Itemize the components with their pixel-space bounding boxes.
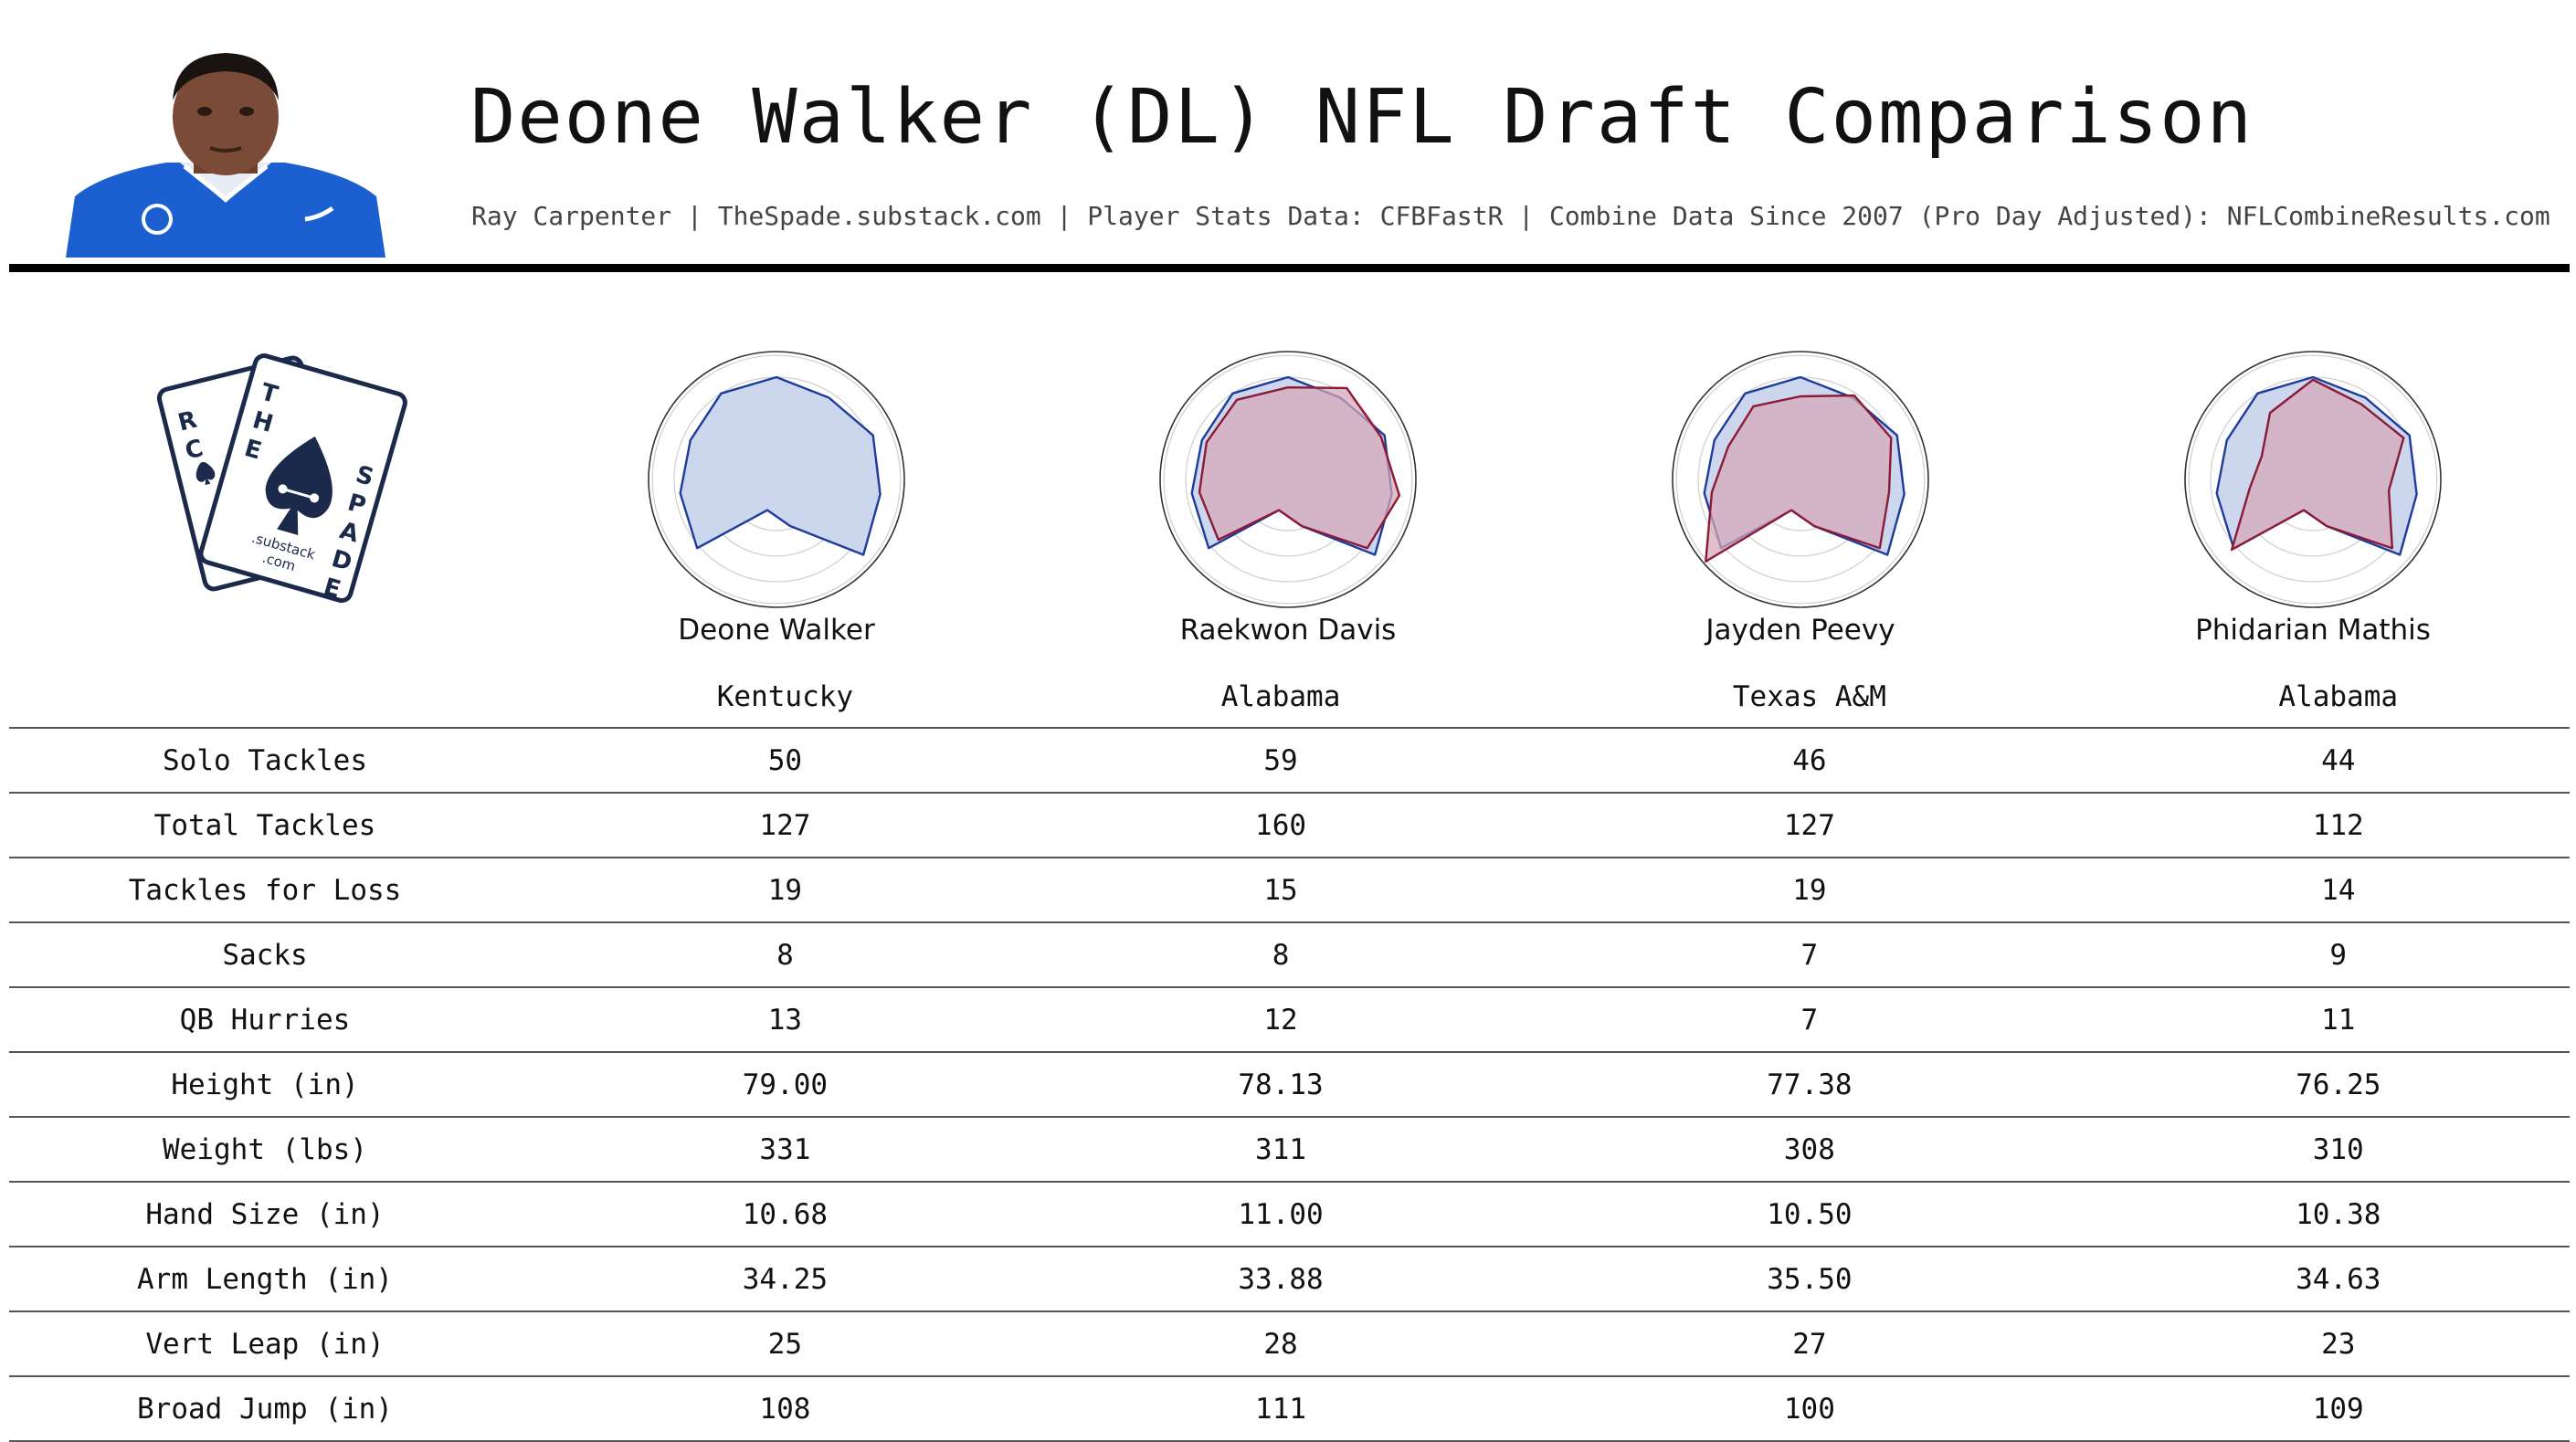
radar-series-comparison [1705,394,1893,563]
stat-value: 25 [521,1311,1050,1377]
stat-value: 11.00 [1049,1182,1513,1247]
page-subtitle: Ray Carpenter | TheSpade.substack.com | … [471,201,2550,231]
stat-value: 331 [521,1117,1050,1183]
stat-value: 310 [2106,1117,2570,1183]
the-spade-logo: R C T H E S P A D E .substack .com [156,353,407,604]
stat-label: Hand Size (in) [9,1182,521,1247]
stat-value: 33.88 [1049,1247,1513,1312]
stat-value: 127 [1512,793,2107,858]
table-row: QB Hurries 13 12 7 11 [9,987,2570,1053]
stat-value: 308 [1512,1117,2107,1183]
stat-value: 7 [1512,922,2107,988]
stat-value: 11 [2106,987,2570,1053]
stat-value: 109 [2106,1376,2570,1442]
table-row: Sacks 8 8 7 9 [9,922,2570,988]
stat-value: 59 [1049,728,1513,794]
large-spade-icon [265,436,333,535]
stat-label: Solo Tackles [9,728,521,794]
radar-chart-player-1 [648,351,905,608]
stat-value: 35.50 [1512,1247,2107,1312]
stat-value: 28 [1049,1311,1513,1377]
table-row: Total Tackles 127 160 127 112 [9,793,2570,858]
radar-chart-player-4 [2184,351,2442,608]
stat-label: Height (in) [9,1052,521,1118]
stat-value: 112 [2106,793,2570,858]
school-cell: Alabama [1049,667,1513,729]
stat-label: Arm Length (in) [9,1247,521,1312]
page-title: Deone Walker (DL) NFL Draft Comparison [470,74,2254,161]
player-name-2: Raekwon Davis [1179,614,1397,647]
stat-value: 108 [521,1376,1050,1442]
stat-label: Vert Leap (in) [9,1311,521,1377]
small-spade-icon [195,461,216,486]
stat-value: 100 [1512,1376,2107,1442]
school-row: Kentucky Alabama Texas A&M Alabama [9,667,2570,729]
stat-value: 50 [521,728,1050,794]
radar-grid-ring [1163,354,1413,605]
stat-value: 14 [2106,858,2570,923]
stat-value: 23 [2106,1311,2570,1377]
stat-label: Sacks [9,922,521,988]
stat-value: 46 [1512,728,2107,794]
stat-value: 111 [1049,1376,1513,1442]
stat-value: 10.68 [521,1182,1050,1247]
player-name-1: Deone Walker [678,614,875,647]
stat-label: Tackles for Loss [9,858,521,923]
stat-value: 78.13 [1049,1052,1513,1118]
table-row: Tackles for Loss 19 15 19 14 [9,858,2570,923]
radar-chart-player-2 [1159,351,1417,608]
radar-grid-ring [651,354,902,605]
stat-label: Total Tackles [9,793,521,858]
stat-value: 34.63 [2106,1247,2570,1312]
stat-value: 79.00 [521,1052,1050,1118]
stat-value: 27 [1512,1311,2107,1377]
school-cell: Alabama [2106,667,2570,729]
radar-grid-ring [2188,354,2438,605]
player-headshot [66,53,385,258]
stat-value: 15 [1049,858,1513,923]
school-row-label [9,667,521,729]
school-cell: Kentucky [521,667,1050,729]
stat-label: Broad Jump (in) [9,1376,521,1442]
stat-value: 10.50 [1512,1182,2107,1247]
stat-value: 13 [521,987,1050,1053]
stat-value: 77.38 [1512,1052,2107,1118]
stat-value: 12 [1049,987,1513,1053]
stat-value: 76.25 [2106,1052,2570,1118]
radar-series-comparison [1198,385,1401,550]
radar-chart-player-3 [1672,351,1929,608]
stat-value: 311 [1049,1117,1513,1183]
table-row: Vert Leap (in) 25 28 27 23 [9,1311,2570,1377]
stats-table: Kentucky Alabama Texas A&M Alabama Solo … [9,667,2570,1442]
stat-label: Weight (lbs) [9,1117,521,1183]
stat-value: 8 [521,922,1050,988]
stat-value: 7 [1512,987,2107,1053]
stat-value: 10.38 [2106,1182,2570,1247]
header-divider [9,264,2570,272]
stat-value: 19 [1512,858,2107,923]
player-name-3: Jayden Peevy [1705,614,1895,647]
stat-value: 9 [2106,922,2570,988]
table-row: Hand Size (in) 10.68 11.00 10.50 10.38 [9,1182,2570,1247]
stat-value: 44 [2106,728,2570,794]
stat-label: QB Hurries [9,987,521,1053]
radar-series-comparison [2230,378,2405,552]
table-row: Height (in) 79.00 78.13 77.38 76.25 [9,1052,2570,1118]
stat-value: 127 [521,793,1050,858]
radar-series-primary [679,375,882,556]
stat-value: 34.25 [521,1247,1050,1312]
stat-value: 19 [521,858,1050,923]
table-row: Arm Length (in) 34.25 33.88 35.50 34.63 [9,1247,2570,1312]
player-name-4: Phidarian Mathis [2195,614,2431,647]
stat-value: 8 [1049,922,1513,988]
table-row: Broad Jump (in) 108 111 100 109 [9,1376,2570,1442]
school-cell: Texas A&M [1512,667,2107,729]
radar-grid-ring [1675,354,1926,605]
stat-value: 160 [1049,793,1513,858]
table-row: Solo Tackles 50 59 46 44 [9,728,2570,794]
table-row: Weight (lbs) 331 311 308 310 [9,1117,2570,1183]
